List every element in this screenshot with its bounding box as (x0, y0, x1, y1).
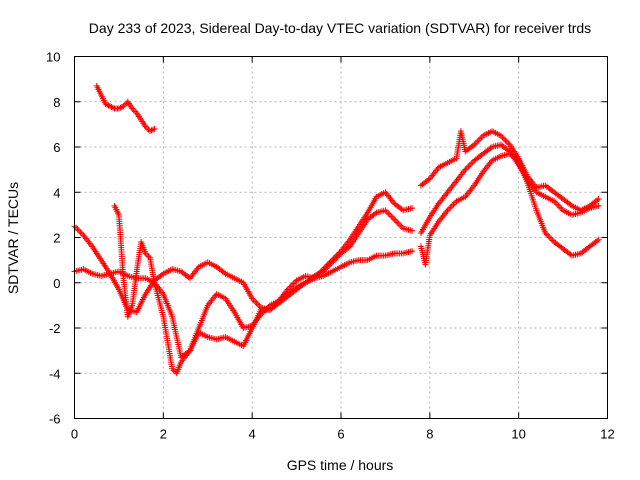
y-tick-label: -6 (49, 412, 61, 427)
plus-marker (74, 226, 81, 233)
plus-marker (300, 280, 307, 287)
plus-marker (450, 201, 457, 208)
plus-marker (78, 230, 85, 237)
plus-marker (594, 197, 601, 204)
plus-marker (425, 176, 432, 183)
plus-marker (253, 300, 260, 307)
x-tick-label: 10 (511, 427, 525, 442)
plus-marker (487, 145, 494, 152)
plus-marker (389, 214, 396, 221)
y-tick-label: 4 (53, 185, 60, 200)
plus-marker (372, 210, 379, 217)
plus-marker (72, 224, 79, 231)
plus-marker (386, 211, 393, 218)
plus-marker (290, 280, 297, 287)
plus-marker (398, 206, 405, 213)
plus-marker (502, 137, 509, 144)
grid (74, 56, 608, 419)
y-axis-label: SDTVAR / TECUs (5, 182, 21, 294)
plus-marker (549, 237, 556, 244)
plus-marker (557, 204, 564, 211)
plus-marker (503, 138, 510, 145)
y-tick-label: 8 (53, 95, 60, 110)
y-tick-label: 0 (53, 276, 60, 291)
plus-marker (555, 202, 562, 209)
y-tick-label: 6 (53, 140, 60, 155)
plus-marker (472, 140, 479, 147)
plus-marker (409, 227, 416, 234)
plus-marker (117, 104, 124, 111)
data-marks (71, 82, 602, 377)
y-tick-label: 10 (46, 50, 60, 65)
plus-marker (109, 104, 116, 111)
x-tick-label: 4 (249, 427, 256, 442)
plus-marker (77, 229, 84, 236)
plus-marker (469, 159, 476, 166)
plus-marker (595, 236, 602, 243)
y-tick-label: -2 (49, 321, 61, 336)
plus-marker (475, 137, 482, 144)
plus-marker (409, 205, 416, 212)
plus-marker (449, 202, 456, 209)
plus-marker (463, 165, 470, 172)
y-tick-label: 2 (53, 231, 60, 246)
plus-marker (149, 126, 156, 133)
x-tick-label: 0 (71, 427, 78, 442)
series-track-d (417, 128, 602, 214)
plus-marker (252, 298, 259, 305)
plus-marker (545, 232, 552, 239)
plus-marker (446, 205, 453, 212)
series-track-f (417, 150, 602, 268)
plus-marker (546, 234, 553, 241)
plus-marker (388, 213, 395, 220)
plus-marker (469, 142, 476, 149)
plus-marker (158, 271, 165, 278)
series-track-c (111, 202, 416, 377)
plus-marker (595, 202, 602, 209)
x-tick-label: 12 (600, 427, 614, 442)
plus-marker (397, 222, 404, 229)
plus-marker (395, 220, 402, 227)
plus-marker (477, 135, 484, 142)
plus-marker (567, 201, 574, 208)
plus-marker (554, 201, 561, 208)
axis-ticks: 0 2 4 6 8 10 12 -6 -4 -2 0 2 4 6 8 10 (46, 50, 615, 442)
plus-marker (75, 227, 82, 234)
plus-marker (394, 219, 401, 226)
plus-marker (468, 160, 475, 167)
x-axis-label: GPS time / hours (287, 457, 394, 473)
plus-marker (594, 237, 601, 244)
plus-marker (221, 269, 228, 276)
chart-title: Day 233 of 2023, Sidereal Day-to-day VTE… (89, 20, 591, 36)
plus-marker (474, 138, 481, 145)
plus-marker (567, 251, 574, 258)
plus-marker (409, 248, 416, 255)
plus-marker (548, 236, 555, 243)
x-tick-label: 2 (160, 427, 167, 442)
plus-marker (345, 244, 352, 251)
plus-marker (514, 156, 521, 163)
x-tick-label: 8 (426, 427, 433, 442)
plus-marker (500, 135, 507, 142)
plus-marker (465, 163, 472, 170)
plus-marker (151, 125, 158, 132)
plus-marker (391, 216, 398, 223)
series-track-upper-left (93, 82, 158, 135)
plus-marker (595, 196, 602, 203)
plus-marker (392, 217, 399, 224)
plus-marker (383, 208, 390, 215)
plus-marker (255, 301, 262, 308)
plus-marker (447, 204, 454, 211)
y-tick-label: -4 (49, 366, 61, 381)
plus-marker (466, 162, 473, 169)
x-tick-label: 6 (337, 427, 344, 442)
